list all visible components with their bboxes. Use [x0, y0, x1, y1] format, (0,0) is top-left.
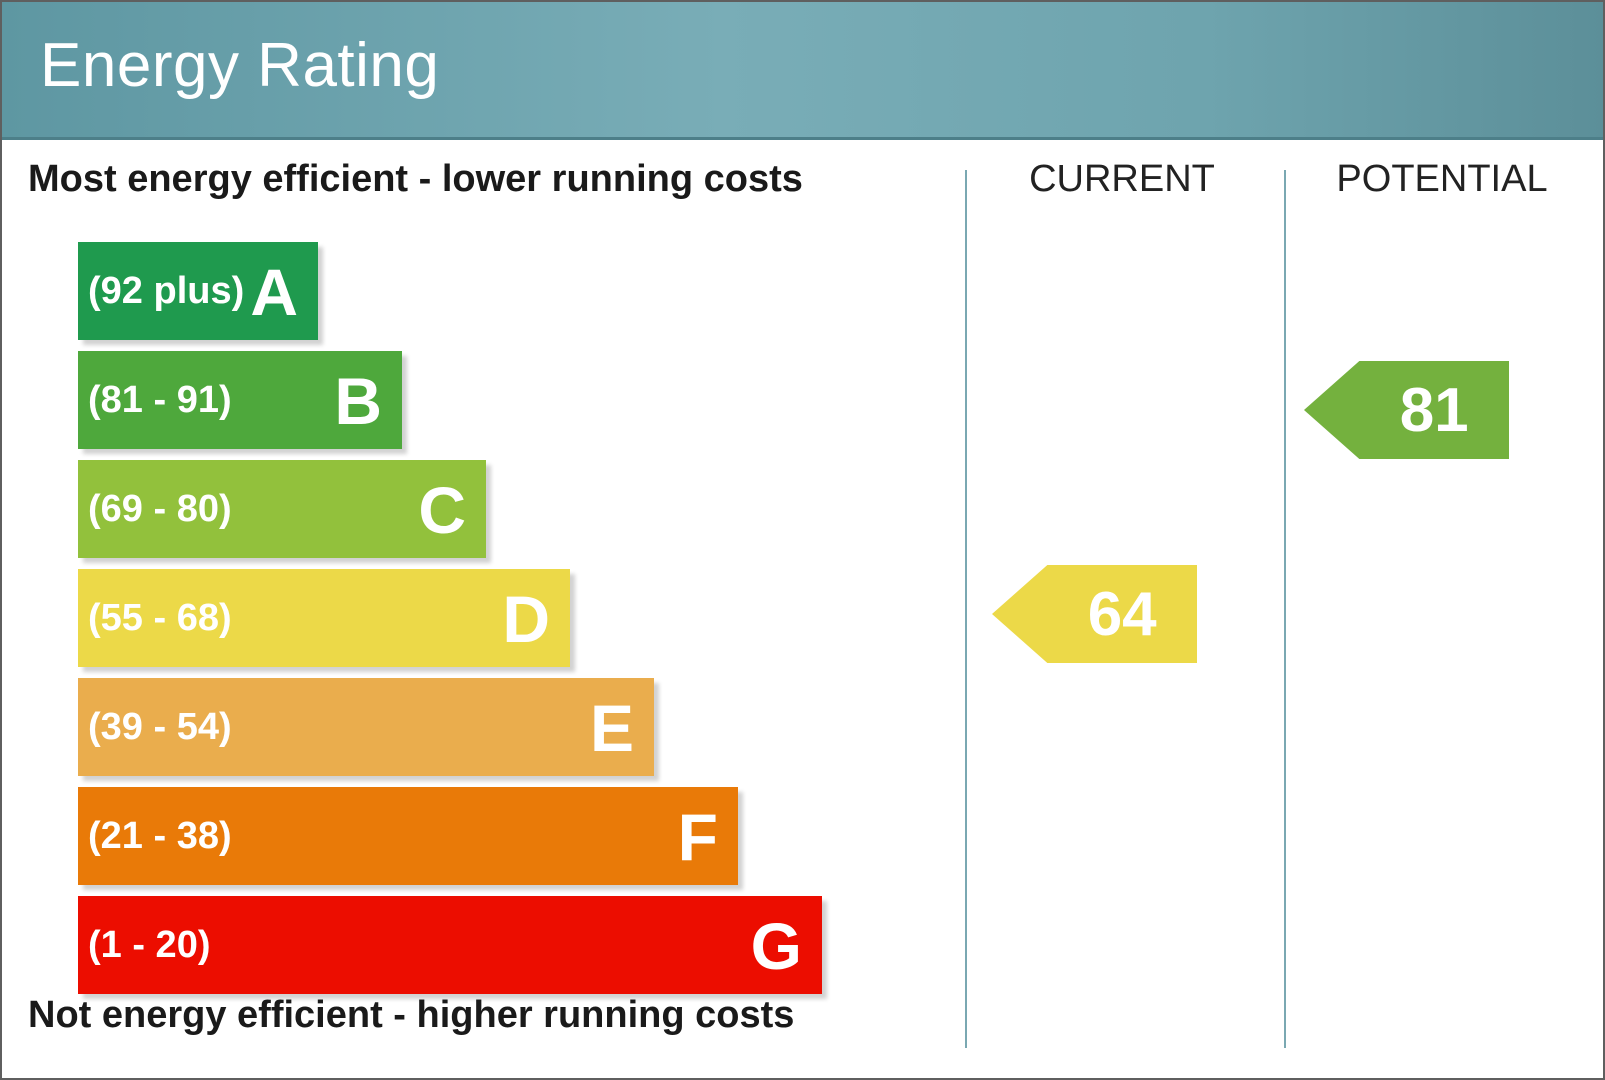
band-f: (21 - 38) F [78, 787, 738, 885]
band-letter: E [589, 691, 634, 765]
band-range-label: (1 - 20) [88, 924, 211, 966]
band-c: (69 - 80) C [78, 460, 486, 558]
top-caption: Most energy efficient - lower running co… [28, 158, 803, 200]
bottom-caption: Not energy efficient - higher running co… [28, 994, 795, 1036]
panel-header: Energy Rating [2, 2, 1603, 140]
current-rating-arrow: 64 [992, 565, 1197, 663]
band-range-label: (81 - 91) [88, 379, 232, 421]
band-letter: B [334, 364, 382, 438]
potential-column-header: POTENTIAL [1336, 158, 1548, 200]
potential-rating-value: 81 [1399, 376, 1469, 445]
band-a: (92 plus) A [78, 242, 318, 340]
band-e: (39 - 54) E [78, 678, 654, 776]
band-range-label: (39 - 54) [88, 706, 232, 748]
band-letter: D [502, 582, 550, 656]
band-letter: A [250, 255, 298, 329]
column-divider-current [965, 170, 967, 1048]
column-divider-potential [1284, 170, 1286, 1048]
current-column-header: CURRENT [1029, 158, 1215, 200]
band-d: (55 - 68) D [78, 569, 570, 667]
panel-title: Energy Rating [40, 31, 440, 100]
potential-rating-arrow: 81 [1304, 361, 1509, 459]
band-letter: C [418, 473, 466, 547]
band-letter: G [750, 909, 802, 983]
band-range-label: (21 - 38) [88, 815, 232, 857]
band-g: (1 - 20) G [78, 896, 822, 994]
current-rating-value: 64 [1087, 580, 1157, 649]
band-range-label: (69 - 80) [88, 488, 232, 530]
band-range-label: (55 - 68) [88, 597, 232, 639]
band-b: (81 - 91) B [78, 351, 402, 449]
band-range-label: (92 plus) [88, 270, 245, 312]
band-letter: F [677, 800, 718, 874]
